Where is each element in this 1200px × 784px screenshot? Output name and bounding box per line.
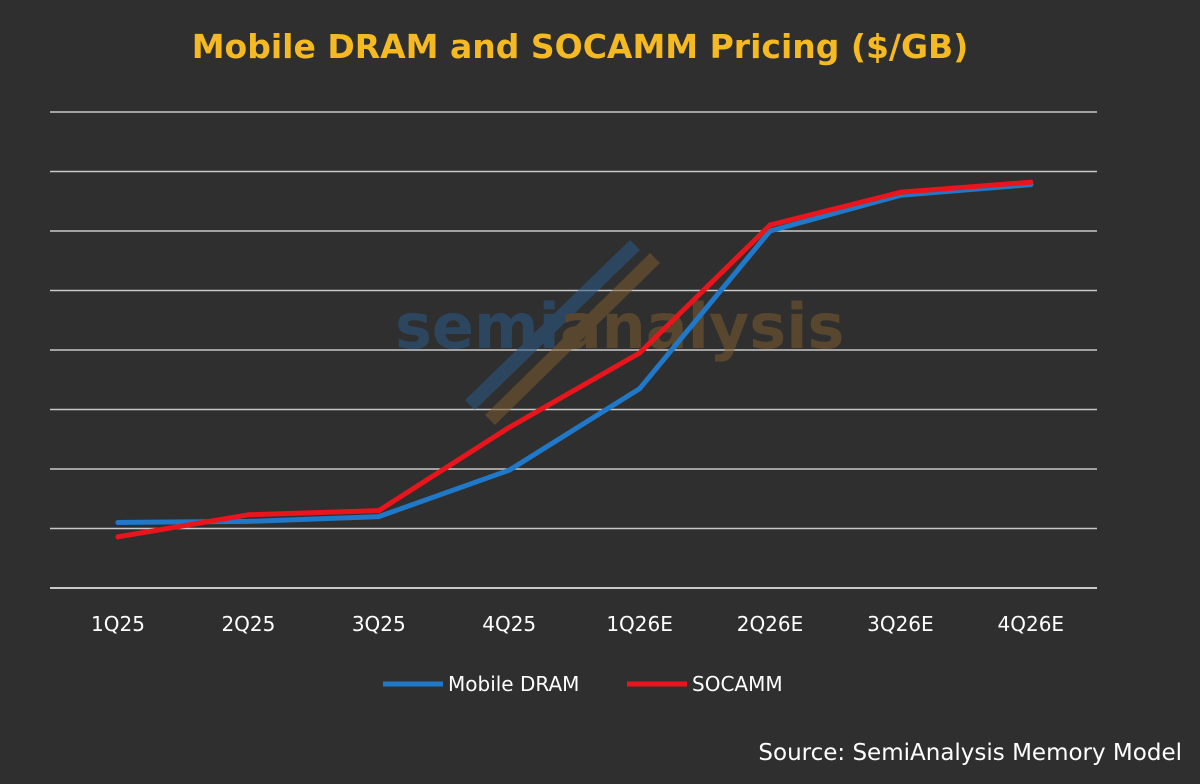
data-point-mobile-dram <box>637 386 643 392</box>
chart-title: Mobile DRAM and SOCAMM Pricing ($/GB) <box>192 27 969 66</box>
x-tick-label: 3Q26E <box>867 612 934 636</box>
watermark-word-semi: semi <box>395 290 560 363</box>
data-point-socamm <box>767 222 773 228</box>
data-point-socamm <box>506 424 512 430</box>
x-tick-label: 3Q25 <box>352 612 406 636</box>
legend: Mobile DRAM SOCAMM <box>383 672 783 696</box>
data-point-socamm <box>1028 179 1034 185</box>
series-line-mobile-dram <box>115 182 1034 525</box>
data-point-mobile-dram <box>506 467 512 473</box>
data-point-mobile-dram <box>115 520 121 526</box>
x-tick-label: 4Q25 <box>482 612 536 636</box>
data-point-socamm <box>897 189 903 195</box>
data-point-mobile-dram <box>376 514 382 520</box>
watermark-stroke <box>485 253 660 425</box>
x-tick-label: 2Q25 <box>221 612 275 636</box>
x-tick-label: 4Q26E <box>998 612 1065 636</box>
series-lines <box>115 179 1034 540</box>
watermark-text: semianalysis <box>395 290 844 363</box>
semianalysis-watermark-logo: semianalysis <box>395 239 844 425</box>
data-point-mobile-dram <box>245 518 251 524</box>
data-point-socamm <box>376 508 382 514</box>
gridlines <box>50 111 1097 589</box>
x-axis-tick-labels: 1Q25 2Q25 3Q25 4Q25 1Q26E 2Q26E 3Q26E 4Q26E <box>91 612 1064 636</box>
data-point-socamm <box>637 350 643 356</box>
source-note: Source: SemiAnalysis Memory Model <box>758 740 1182 766</box>
data-point-socamm <box>115 534 121 540</box>
x-tick-label: 1Q25 <box>91 612 145 636</box>
x-tick-label: 2Q26E <box>737 612 804 636</box>
legend-label-mobile-dram: Mobile DRAM <box>448 672 579 696</box>
x-tick-label: 1Q26E <box>606 612 673 636</box>
watermark-word-analysis: analysis <box>560 290 845 363</box>
series-line-socamm <box>115 179 1034 540</box>
watermark-stroke <box>465 239 640 411</box>
data-point-socamm <box>245 512 251 518</box>
legend-label-socamm: SOCAMM <box>692 672 783 696</box>
